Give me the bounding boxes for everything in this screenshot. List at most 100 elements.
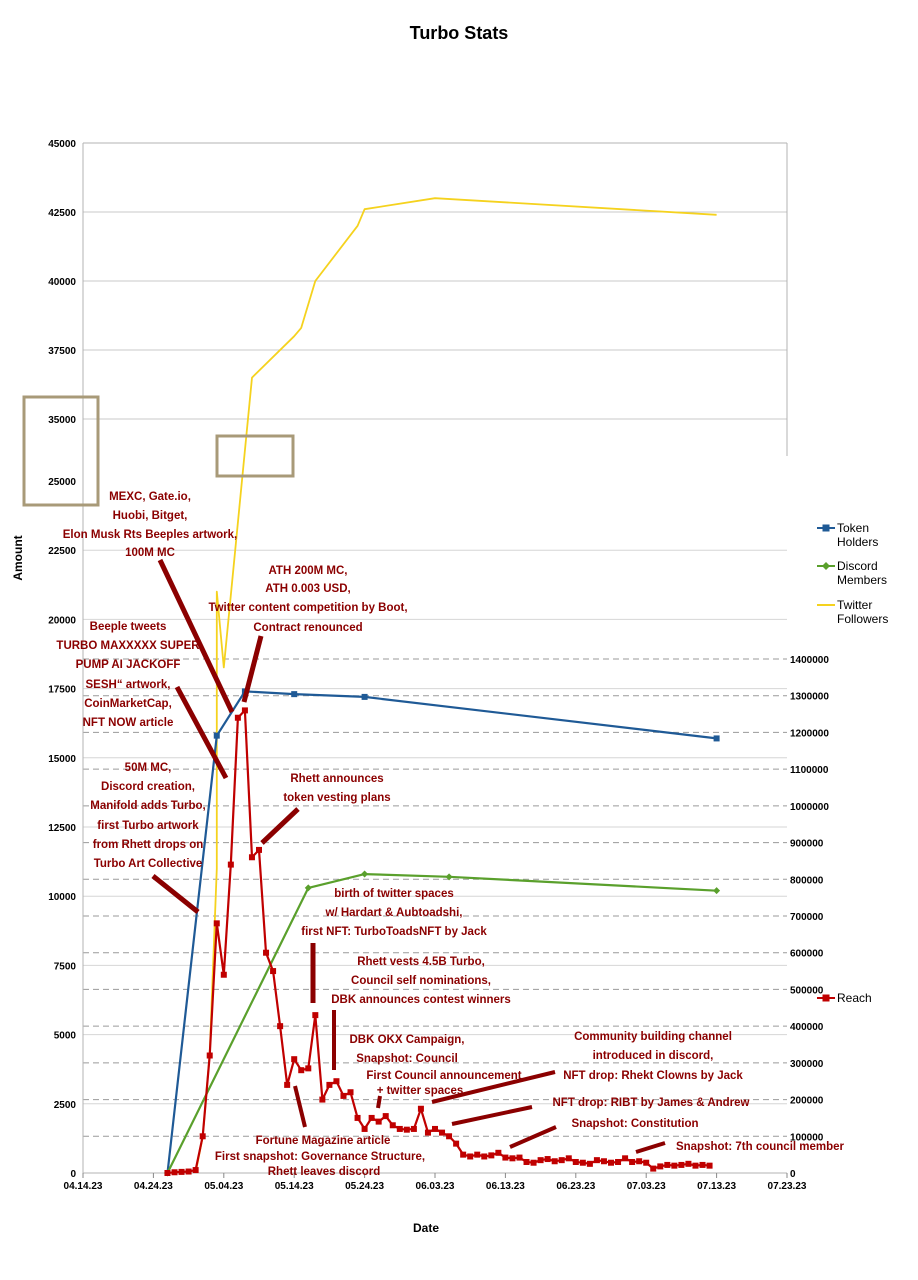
annotation-text: from Rhett drops on bbox=[93, 839, 204, 851]
discord-members-point bbox=[445, 873, 453, 881]
reach-point bbox=[171, 1169, 178, 1176]
reach-point bbox=[312, 1012, 319, 1019]
reach-point bbox=[432, 1125, 438, 1132]
axis-break-box-right bbox=[215, 434, 295, 478]
y-right-tick-label: 1400000 bbox=[790, 655, 829, 666]
annotation-text: 100M MC bbox=[125, 547, 175, 559]
reach-point bbox=[192, 1167, 199, 1174]
reach-point bbox=[600, 1158, 607, 1165]
y-left-tick-label: 42500 bbox=[48, 208, 76, 219]
annotation-text: Turbo Art Collective bbox=[94, 858, 203, 870]
reach-point bbox=[509, 1155, 516, 1162]
annotation-text: Manifold adds Turbo, bbox=[90, 800, 205, 812]
y-left-tick-label: 7500 bbox=[54, 961, 77, 972]
y-left-tick-label: 35000 bbox=[48, 415, 76, 426]
y-left-tick-label: 2500 bbox=[54, 1100, 77, 1111]
token-holders-point bbox=[291, 691, 298, 698]
reach-point bbox=[488, 1152, 495, 1159]
x-tick-label: 07.13.23 bbox=[697, 1181, 736, 1192]
annotation-text: DBK OKX Campaign, bbox=[349, 1034, 464, 1046]
legend: Token Holders Discord Members Twitter Followe… bbox=[817, 521, 888, 1005]
y-right-tick-label: 400000 bbox=[790, 1022, 824, 1033]
annotation-text: token vesting plans bbox=[283, 792, 390, 804]
reach-point bbox=[361, 1125, 368, 1132]
reach-point bbox=[347, 1089, 354, 1096]
annotation-text: Rhett leaves discord bbox=[268, 1166, 380, 1178]
x-tick-label: 06.13.23 bbox=[486, 1181, 525, 1192]
reach-point bbox=[622, 1155, 629, 1162]
reach-point bbox=[248, 854, 255, 861]
annotation-text: w/ Hardart & Aubtoadshi, bbox=[325, 907, 463, 919]
x-tick-label: 06.03.23 bbox=[416, 1181, 455, 1192]
reach-point bbox=[424, 1129, 431, 1136]
reach-point bbox=[460, 1151, 467, 1158]
y-right-tick-label: 600000 bbox=[790, 949, 824, 960]
legend-marker-discord-members bbox=[822, 562, 830, 570]
legend-marker-reach bbox=[822, 994, 830, 1002]
reach-point bbox=[565, 1155, 572, 1162]
reach-point bbox=[333, 1078, 340, 1085]
x-tick-label: 04.24.23 bbox=[134, 1181, 173, 1192]
y-left-tick-label: 20000 bbox=[48, 615, 76, 626]
y-left-tick-label: 0 bbox=[70, 1169, 76, 1180]
y-right-tick-label: 1000000 bbox=[790, 802, 829, 813]
token-holders-point bbox=[713, 735, 720, 742]
reach-point bbox=[502, 1154, 509, 1161]
annotation-text: Rhett announces bbox=[290, 773, 383, 785]
discord-members-point bbox=[304, 884, 312, 892]
annotation-leader bbox=[293, 1085, 307, 1128]
annotation-text: CoinMarketCap, bbox=[84, 698, 172, 710]
token-holders-point bbox=[213, 732, 220, 739]
y-left-tick-label: 5000 bbox=[54, 1031, 77, 1042]
series-lines bbox=[163, 197, 721, 1177]
reach-point bbox=[213, 920, 220, 927]
y-axis-label: Amount bbox=[11, 535, 25, 580]
y-right-tick-label: 1100000 bbox=[790, 765, 829, 776]
annotation-leader bbox=[635, 1141, 666, 1154]
annotation-text: Contract renounced bbox=[253, 622, 362, 634]
reach-point bbox=[453, 1140, 460, 1147]
annotation-text: TURBO MAXXXXX SUPER bbox=[56, 640, 200, 652]
y-left-tick-label: 22500 bbox=[48, 546, 76, 557]
y-left-tick-label: 40000 bbox=[48, 277, 76, 288]
reach-point bbox=[558, 1157, 565, 1164]
reach-point bbox=[291, 1056, 298, 1063]
reach-point bbox=[439, 1129, 446, 1136]
x-tick-label: 07.23.23 bbox=[768, 1181, 807, 1192]
reach-point bbox=[692, 1162, 699, 1169]
chart-title: Turbo Stats bbox=[410, 23, 509, 43]
legend-label-twitter-followers: Twitter Followers bbox=[837, 598, 888, 626]
annotation-leader bbox=[241, 635, 264, 703]
reach-point bbox=[544, 1156, 551, 1163]
reach-point bbox=[234, 714, 241, 721]
legend-label-reach: Reach bbox=[837, 991, 872, 1005]
reach-point bbox=[319, 1096, 326, 1103]
reach-point bbox=[354, 1114, 361, 1121]
reach-point bbox=[572, 1158, 579, 1165]
reach-point bbox=[467, 1153, 474, 1160]
reach-point bbox=[326, 1081, 333, 1088]
reach-point bbox=[481, 1153, 488, 1160]
reach-point bbox=[389, 1122, 396, 1129]
annotation-text: Twitter content competition by Boot, bbox=[208, 602, 407, 614]
reach-point bbox=[241, 707, 248, 714]
legend-label-token-holders: Token Holders bbox=[837, 521, 878, 549]
reach-point bbox=[671, 1162, 678, 1169]
y-right-tick-label: 200000 bbox=[790, 1096, 824, 1107]
x-axis-label: Date bbox=[413, 1221, 439, 1235]
x-tick-label: 07.03.23 bbox=[627, 1181, 666, 1192]
annotation-leader bbox=[151, 874, 200, 914]
x-tick-label: 05.14.23 bbox=[275, 1181, 314, 1192]
token-holders-point bbox=[361, 693, 368, 700]
reach-point bbox=[615, 1158, 622, 1165]
reach-point bbox=[586, 1160, 593, 1167]
annotation-text: Snapshot: 7th council member bbox=[676, 1141, 845, 1153]
y-right-tick-label: 700000 bbox=[790, 912, 824, 923]
reach-point bbox=[474, 1151, 481, 1158]
annotation-text: 50M MC, bbox=[125, 762, 172, 774]
reach-point bbox=[551, 1158, 558, 1165]
annotation-text: Council self nominations, bbox=[351, 975, 491, 987]
y-right-tick-label: 900000 bbox=[790, 839, 824, 850]
